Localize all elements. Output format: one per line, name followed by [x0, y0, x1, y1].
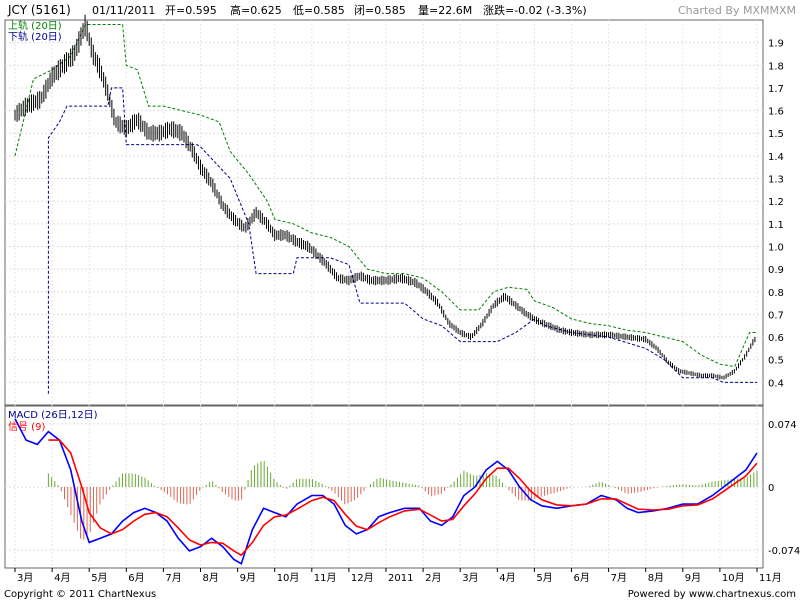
open-label: 开=0.595 [165, 4, 217, 17]
x-tick-label: 12月 [351, 572, 374, 584]
price-y-tick: 0.4 [768, 378, 784, 389]
macd-y-tick: 0.074 [768, 420, 797, 431]
price-panel-frame [4, 19, 764, 406]
legend-signal: 信号 (9) [8, 421, 45, 433]
high-label: 高=0.625 [230, 3, 282, 17]
price-y-tick: 1.0 [768, 242, 784, 253]
close-label: 闭=0.585 [354, 4, 406, 17]
x-tick-label: 8月 [648, 572, 664, 584]
x-tick-label: 11月 [759, 572, 782, 584]
macd-line [14, 418, 758, 565]
macd-panel-frame [4, 405, 764, 569]
price-y-tick: 0.8 [768, 288, 784, 299]
price-y-tick: 0.7 [768, 310, 784, 321]
copyright-label: Copyright © 2011 ChartNexus [4, 589, 156, 600]
x-tick-label: 9月 [240, 572, 256, 584]
x-tick-label: 3月 [462, 572, 478, 584]
x-tick-label: 11月 [314, 572, 337, 584]
x-tick-label: 2011 [388, 573, 413, 584]
x-tick-label: 10月 [277, 572, 300, 584]
x-tick-label: 7月 [611, 572, 627, 584]
price-y-tick: 1.2 [768, 197, 784, 208]
x-tick-label: 5月 [536, 572, 552, 584]
price-y-tick: 0.6 [768, 333, 784, 344]
price-y-tick: 0.5 [768, 356, 784, 367]
lower-band-line [47, 87, 757, 394]
price-y-tick: 1.4 [768, 152, 784, 163]
charted-by-label: Charted By MXMMXM [678, 4, 796, 17]
x-tick-label: 9月 [685, 572, 701, 584]
x-tick-label: 4月 [499, 572, 515, 584]
legend-macd: MACD (26日,12日) [8, 410, 98, 421]
x-tick-label: 10月 [722, 572, 745, 584]
x-tick-label: 6月 [574, 572, 590, 584]
powered-by-label: Powered by www.chartnexus.com [628, 589, 796, 600]
x-axis: 3月 4月 5月 6月 7月 8月 9月 10月 11月 12月 2011 2月 3月 4月 5月 6月 7月 8… [14, 568, 782, 584]
legend-upper-band: 上轨 (20日) [8, 19, 62, 32]
price-y-tick: 1.7 [768, 84, 784, 95]
change-label: 涨跌=-0.02 (-3.3%) [483, 3, 587, 17]
signal-line [48, 439, 758, 557]
price-y-tick: 1.8 [768, 61, 784, 72]
macd-y-tick: -0.074 [768, 546, 800, 557]
price-y-axis: 1.9 1.8 1.7 1.6 1.5 1.4 1.3 1.2 1.1 1.0 0.9 0.8 0.7 0… [768, 39, 784, 390]
x-tick-label: 3月 [17, 572, 33, 584]
date-label: 01/11/2011 [92, 4, 155, 17]
x-tick-label: 5月 [91, 572, 107, 584]
price-y-tick: 1.1 [768, 220, 784, 231]
x-tick-label: 4月 [54, 572, 70, 584]
price-y-tick: 1.6 [768, 107, 784, 118]
symbol-label: JCY (5161) [7, 3, 71, 17]
x-tick-label: 7月 [165, 572, 181, 584]
macd-y-tick: 0 [768, 483, 774, 494]
x-tick-label: 8月 [203, 572, 219, 584]
macd-y-axis: 0.074 0 -0.074 [768, 420, 800, 557]
price-y-tick: 1.5 [768, 129, 784, 140]
volume-label: 量=22.6M [418, 4, 472, 17]
x-tick-label: 6月 [128, 572, 144, 584]
price-y-tick: 0.9 [768, 265, 784, 276]
upper-band-line [14, 24, 757, 368]
x-tick-label: 2月 [425, 572, 441, 584]
price-y-tick: 1.3 [768, 175, 784, 186]
legend-lower-band: 下轨 (20日) [8, 30, 62, 43]
price-y-tick: 1.9 [768, 39, 784, 50]
price-bars [14, 14, 756, 380]
low-label: 低=0.585 [293, 4, 345, 17]
